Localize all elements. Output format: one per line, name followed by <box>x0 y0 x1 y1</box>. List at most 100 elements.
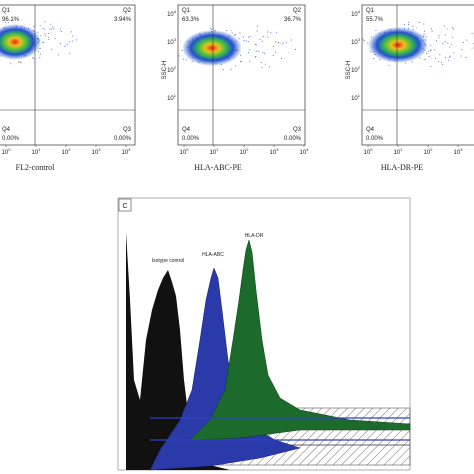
event-dot <box>247 36 249 38</box>
y-tick-label: 103 <box>351 37 361 46</box>
event-dot <box>23 23 25 25</box>
event-dot <box>280 57 282 59</box>
x-tick-label: 100 <box>180 147 190 156</box>
event-dot <box>403 24 405 26</box>
event-dot <box>248 49 250 51</box>
quadrant-name: Q3 <box>123 127 132 133</box>
event-dot <box>274 41 276 43</box>
event-dot <box>50 23 52 25</box>
event-dot <box>461 49 463 51</box>
tick-base: 10 <box>32 150 39 156</box>
tick-exponent: 2 <box>68 147 71 152</box>
y-tick-label: 101 <box>351 93 361 102</box>
event-dot <box>285 42 287 44</box>
event-dot <box>39 57 41 59</box>
event-dot <box>466 39 468 41</box>
event-dot <box>10 19 12 21</box>
event-dot <box>42 42 44 44</box>
event-dot <box>231 32 233 34</box>
event-dot <box>40 25 42 27</box>
hla-dr-curve <box>189 239 411 441</box>
event-dot <box>431 30 433 32</box>
event-dot <box>452 28 454 30</box>
event-dot <box>69 41 71 43</box>
event-dot <box>238 38 240 40</box>
tick-exponent: 4 <box>306 147 309 152</box>
event-dot <box>449 55 451 57</box>
event-dot <box>44 32 46 34</box>
tick-exponent: 3 <box>98 147 101 152</box>
x-tick-label: 104 <box>122 147 132 156</box>
event-dot <box>258 50 260 52</box>
tick-base: 10 <box>351 68 358 74</box>
tick-exponent: 2 <box>246 147 249 152</box>
tick-base: 10 <box>351 12 358 18</box>
event-dot <box>423 33 425 35</box>
event-dot <box>226 30 228 32</box>
x-tick-label: 102 <box>240 147 250 156</box>
event-dot <box>412 26 414 28</box>
event-dot <box>430 28 432 30</box>
event-dot <box>39 53 41 55</box>
event-dot <box>37 51 39 53</box>
event-dot <box>283 42 285 44</box>
event-dot <box>438 60 440 62</box>
event-dot <box>439 54 441 56</box>
event-dot <box>416 27 418 29</box>
tick-base: 10 <box>167 96 174 102</box>
x-tick-label: 103 <box>270 147 280 156</box>
event-dot <box>57 54 59 56</box>
dot-plot: Q163.3%Q236.7%Q40.00%Q30.00%100101102103… <box>162 4 309 172</box>
event-dot <box>367 42 369 44</box>
tick-base: 10 <box>180 150 187 156</box>
event-dot <box>255 56 257 58</box>
event-dot <box>64 46 66 48</box>
tick-exponent: 3 <box>174 37 177 42</box>
x-tick-label: 101 <box>394 147 404 156</box>
curve-label: HLA-ABC <box>202 252 224 258</box>
event-dot <box>185 59 187 61</box>
tick-exponent: 2 <box>174 65 177 70</box>
event-dot <box>230 68 232 70</box>
event-dot <box>180 40 182 42</box>
quadrant-percent: 0.00% <box>182 136 200 142</box>
event-dot <box>269 66 271 68</box>
event-dot <box>451 27 453 29</box>
event-dot <box>33 25 35 27</box>
event-dot <box>434 57 436 59</box>
quadrant-percent: 63.3% <box>182 17 200 23</box>
tick-base: 10 <box>2 150 9 156</box>
event-dot <box>438 37 440 39</box>
x-axis-label: FL2-control <box>16 163 55 172</box>
tick-base: 10 <box>122 150 129 156</box>
tick-exponent: 0 <box>370 147 373 152</box>
quadrant-percent: 96.1% <box>2 17 20 23</box>
event-dot <box>255 44 257 46</box>
quadrant-name: Q3 <box>293 127 302 133</box>
event-dot <box>435 40 437 42</box>
tick-base: 10 <box>364 150 371 156</box>
tick-exponent: 0 <box>186 147 189 152</box>
event-dot <box>405 62 407 64</box>
tick-base: 10 <box>167 68 174 74</box>
tick-base: 10 <box>167 40 174 46</box>
quadrant-percent: 0.00% <box>366 136 384 142</box>
tick-exponent: 3 <box>460 147 463 152</box>
event-dot <box>211 28 213 30</box>
event-dot <box>448 56 450 58</box>
event-dot <box>433 49 435 51</box>
event-dot <box>460 55 462 57</box>
event-dot <box>43 41 45 43</box>
tick-base: 10 <box>424 150 431 156</box>
event-dot <box>444 41 446 43</box>
event-dot <box>408 21 410 23</box>
event-dot <box>39 47 41 49</box>
event-dot <box>72 35 74 37</box>
event-dot <box>448 59 450 61</box>
event-dot <box>362 38 364 40</box>
event-dot <box>427 50 429 52</box>
event-dot <box>449 46 451 48</box>
event-dot <box>230 29 232 31</box>
tick-exponent: 4 <box>128 147 131 152</box>
event-dot <box>240 54 242 56</box>
